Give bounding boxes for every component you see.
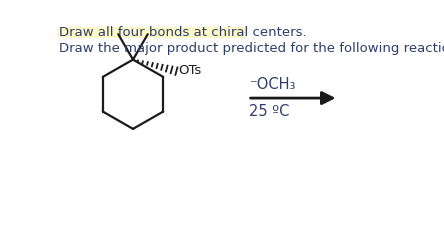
Text: ⁻OCH₃: ⁻OCH₃ [249, 77, 296, 92]
FancyBboxPatch shape [57, 27, 246, 38]
Text: 25 ºC: 25 ºC [249, 104, 289, 119]
Text: Draw all four bonds at chiral centers.: Draw all four bonds at chiral centers. [59, 26, 307, 39]
Text: OTs: OTs [179, 64, 202, 77]
Text: Draw the major product predicted for the following reaction.: Draw the major product predicted for the… [59, 42, 444, 54]
